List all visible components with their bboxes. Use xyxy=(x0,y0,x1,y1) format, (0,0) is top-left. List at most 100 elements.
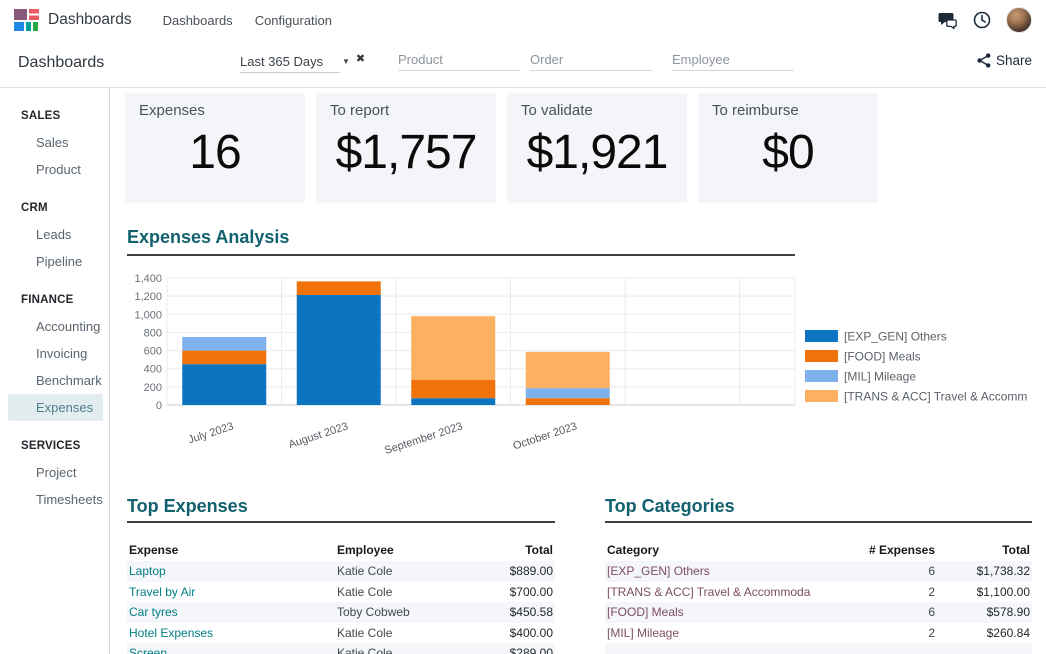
expense-link[interactable]: Car tyres xyxy=(129,605,178,619)
share-button[interactable]: Share xyxy=(977,53,1032,68)
bar-segment[interactable] xyxy=(525,398,610,405)
legend-label[interactable]: [TRANS & ACC] Travel & Accomm xyxy=(844,390,1027,404)
category-link[interactable]: [EXP_GEN] Others xyxy=(607,564,710,578)
sidebar-item-accounting[interactable]: Accounting xyxy=(36,319,101,334)
table-row: [FOOD] Meals 6 $578.90 xyxy=(605,602,1032,623)
kpi-value: 16 xyxy=(189,126,241,179)
messages-icon[interactable] xyxy=(938,12,958,29)
kpi-label: To report xyxy=(330,102,390,119)
bar-segment[interactable] xyxy=(525,351,610,389)
kpi-value: $0 xyxy=(762,126,814,179)
section-title-expenses-analysis: Expenses Analysis xyxy=(127,227,290,247)
category-total: $260.84 xyxy=(986,625,1030,640)
employee-name: Katie Cole xyxy=(337,646,393,654)
x-tick-label: October 2023 xyxy=(512,420,579,452)
main-content: Expenses 16 To report $1,757 To validate $1,9… xyxy=(110,88,1046,654)
legend-label[interactable]: [EXP_GEN] Others xyxy=(844,330,947,344)
user-avatar[interactable] xyxy=(1006,7,1032,33)
category-count: 6 xyxy=(928,605,935,619)
sidebar-item-timesheets[interactable]: Timesheets xyxy=(36,492,103,507)
expense-total: $450.58 xyxy=(509,605,553,619)
expense-link[interactable]: Travel by Air xyxy=(129,584,196,599)
bar-segment[interactable] xyxy=(411,379,496,399)
bar-segment[interactable] xyxy=(411,316,496,380)
y-tick-label: 200 xyxy=(144,382,162,394)
legend-swatch[interactable] xyxy=(805,390,838,402)
legend-label[interactable]: [FOOD] Meals xyxy=(844,350,921,364)
expense-link[interactable]: Hotel Expenses xyxy=(129,625,214,640)
app-switcher[interactable]: Dashboards xyxy=(14,9,132,31)
column-header: # Expenses xyxy=(868,543,935,557)
table-row: [EXP_GEN] Others 6 $1,738.32 xyxy=(605,561,1032,582)
category-total: $1,100.00 xyxy=(976,584,1030,599)
employee-name: Katie Cole xyxy=(337,584,393,599)
expense-link[interactable]: Laptop xyxy=(129,564,166,578)
table-row: Travel by Air Katie Cole $700.00 xyxy=(127,582,555,603)
sidebar-section: SALES Sales Product xyxy=(0,110,109,183)
column-header: Category xyxy=(607,543,660,557)
product-filter-input[interactable] xyxy=(398,52,520,71)
employee-filter-input[interactable] xyxy=(672,52,794,71)
date-range-filter[interactable]: Last 365 Days ▼ ✖ xyxy=(240,52,376,73)
bar-segment[interactable] xyxy=(182,350,267,365)
page-title: Dashboards xyxy=(18,54,105,71)
menu-configuration[interactable]: Configuration xyxy=(254,12,333,28)
sidebar-item-leads[interactable]: Leads xyxy=(36,227,72,242)
category-link[interactable]: [FOOD] Meals xyxy=(607,605,684,619)
sidebar-item-invoicing[interactable]: Invoicing xyxy=(36,346,88,361)
category-link[interactable]: [MIL] Mileage xyxy=(607,625,680,640)
y-tick-label: 1,000 xyxy=(134,309,162,321)
table-row: Car tyres Toby Cobweb $450.58 xyxy=(127,602,555,623)
sidebar-section-title: SERVICES xyxy=(21,440,81,452)
kpi-label: Expenses xyxy=(139,102,205,119)
order-filter-input[interactable] xyxy=(530,52,652,71)
legend-swatch[interactable] xyxy=(805,350,838,362)
sidebar-item-product[interactable]: Product xyxy=(36,162,81,177)
legend-label[interactable]: [MIL] Mileage xyxy=(844,370,916,384)
y-tick-label: 400 xyxy=(144,364,162,376)
category-link[interactable]: [TRANS & ACC] Travel & Accommoda xyxy=(607,584,811,599)
table-row: Screen Katie Cole $289.00 xyxy=(127,643,555,654)
legend-swatch[interactable] xyxy=(805,370,838,382)
kpi-label: To reimburse xyxy=(712,102,799,119)
clear-filter-icon[interactable]: ✖ xyxy=(355,53,366,65)
bar-segment[interactable] xyxy=(296,294,381,405)
sidebar-item-sales[interactable]: Sales xyxy=(36,135,69,150)
sidebar-item-benchmark[interactable]: Benchmark xyxy=(36,373,102,388)
activities-clock-icon[interactable] xyxy=(973,11,991,29)
chevron-down-icon[interactable]: ▼ xyxy=(342,57,350,66)
section-underline xyxy=(605,521,1032,523)
x-tick-label: July 2023 xyxy=(187,420,235,446)
expense-total: $700.00 xyxy=(509,584,553,599)
section-title-top-expenses: Top Expenses xyxy=(127,496,248,516)
top-menu: Dashboards Configuration xyxy=(152,13,343,28)
kpi-card[interactable]: Expenses 16 xyxy=(125,93,305,203)
sidebar-item-pipeline[interactable]: Pipeline xyxy=(36,254,83,269)
expense-link[interactable]: Screen xyxy=(129,646,168,654)
date-range-value[interactable]: Last 365 Days xyxy=(240,54,340,73)
sidebar-item-expenses[interactable]: Expenses xyxy=(8,394,103,421)
sidebar-item-project[interactable]: Project xyxy=(36,465,77,480)
column-header: Employee xyxy=(337,543,394,557)
category-count: 2 xyxy=(928,584,935,599)
y-tick-label: 0 xyxy=(156,400,162,412)
bar-segment[interactable] xyxy=(182,364,267,405)
column-header: Total xyxy=(525,543,553,557)
bar-segment[interactable] xyxy=(296,281,381,295)
kpi-card[interactable]: To reimburse $0 xyxy=(698,93,878,203)
section-title-top-categories: Top Categories xyxy=(605,496,735,516)
expenses-analysis-chart[interactable]: 0 200 400 600 800 1,000 1,200 1,400 July 2023 Aug… xyxy=(127,265,1046,461)
menu-dashboards[interactable]: Dashboards xyxy=(162,12,233,28)
kpi-card[interactable]: To report $1,757 xyxy=(316,93,496,203)
expense-total: $289.00 xyxy=(509,646,553,654)
legend-swatch[interactable] xyxy=(805,330,838,342)
bar-segment[interactable] xyxy=(182,336,267,351)
sidebar-section-title: FINANCE xyxy=(21,294,74,306)
navbar-systray xyxy=(938,7,1032,33)
kpi-value: $1,757 xyxy=(335,126,478,179)
bar-segment[interactable] xyxy=(411,398,496,405)
x-tick-label: September 2023 xyxy=(383,420,464,457)
bar-segment[interactable] xyxy=(525,388,610,399)
kpi-card[interactable]: To validate $1,921 xyxy=(507,93,687,203)
table-header-row: Category # Expenses Total xyxy=(605,539,1032,561)
